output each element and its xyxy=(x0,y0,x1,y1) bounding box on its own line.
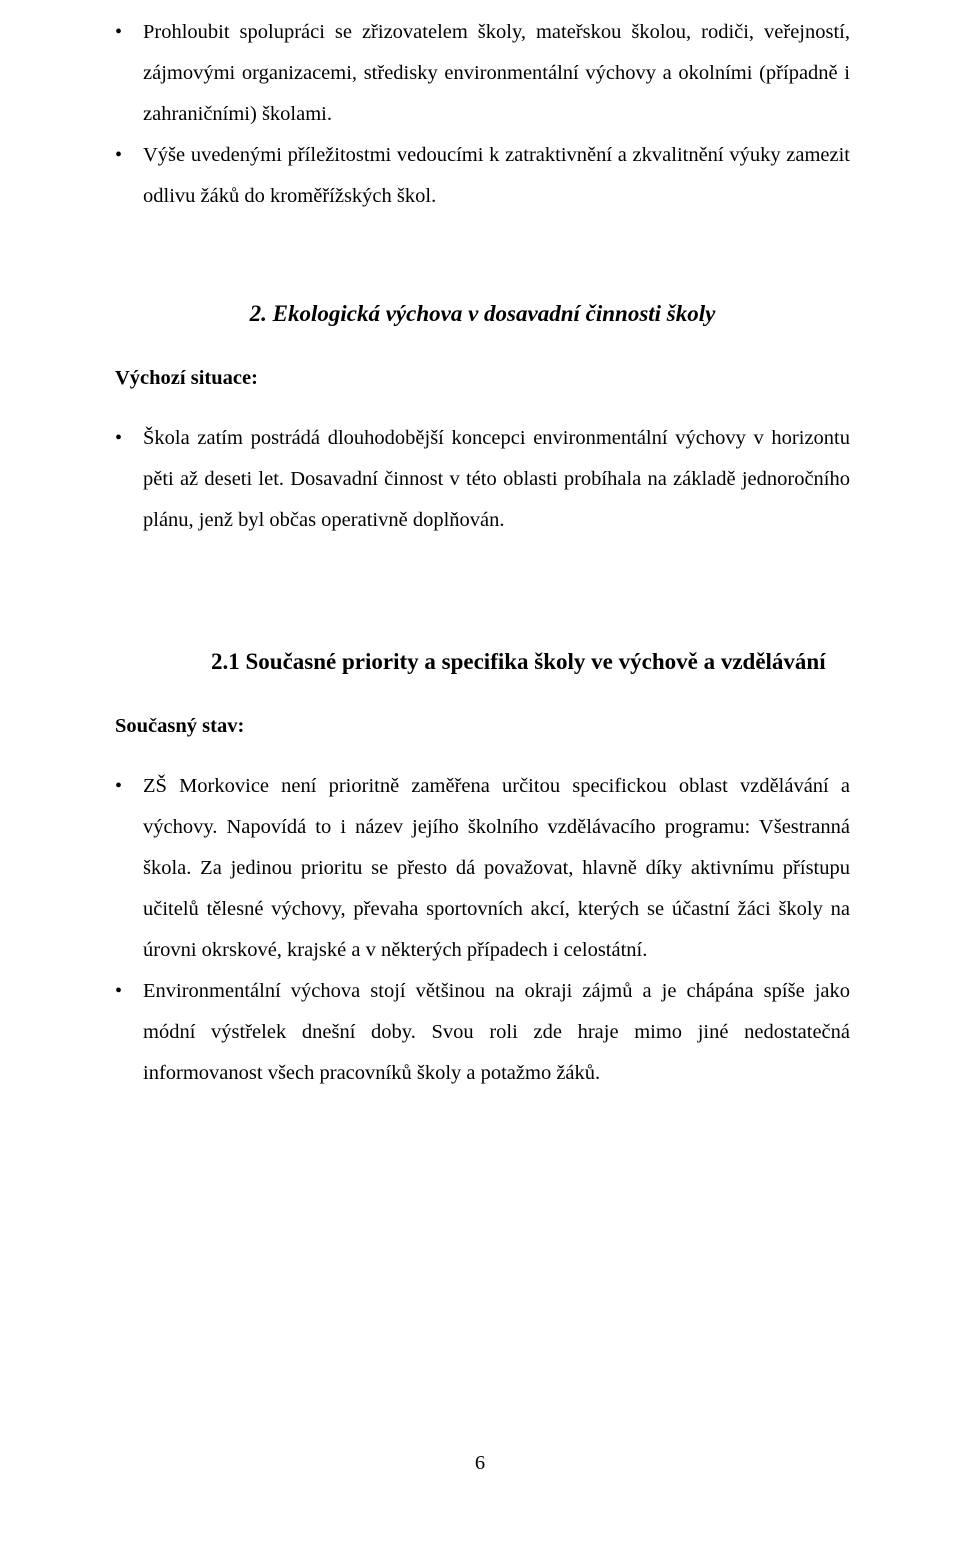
document-page: Prohloubit spolupráci se zřizovatelem šk… xyxy=(0,0,960,1094)
list-item: Výše uvedenými příležitostmi vedoucími k… xyxy=(115,135,850,217)
bullet-list-2: Škola zatím postrádá dlouhodobější konce… xyxy=(115,418,850,541)
label-current-state: Současný stav: xyxy=(115,715,850,738)
label-starting-situation: Výchozí situace: xyxy=(115,367,850,390)
list-item: Prohloubit spolupráci se zřizovatelem šk… xyxy=(115,12,850,135)
list-item: Environmentální výchova stojí většinou n… xyxy=(115,971,850,1094)
section-heading-ecological: 2. Ekologická výchova v dosavadní činnos… xyxy=(115,301,850,327)
list-item: Škola zatím postrádá dlouhodobější konce… xyxy=(115,418,850,541)
bullet-list-1: Prohloubit spolupráci se zřizovatelem šk… xyxy=(115,12,850,217)
section-heading-priorities: 2.1 Současné priority a specifika školy … xyxy=(115,649,850,675)
list-item: ZŠ Morkovice není prioritně zaměřena urč… xyxy=(115,766,850,971)
page-number: 6 xyxy=(0,1452,960,1475)
bullet-list-3: ZŠ Morkovice není prioritně zaměřena urč… xyxy=(115,766,850,1094)
